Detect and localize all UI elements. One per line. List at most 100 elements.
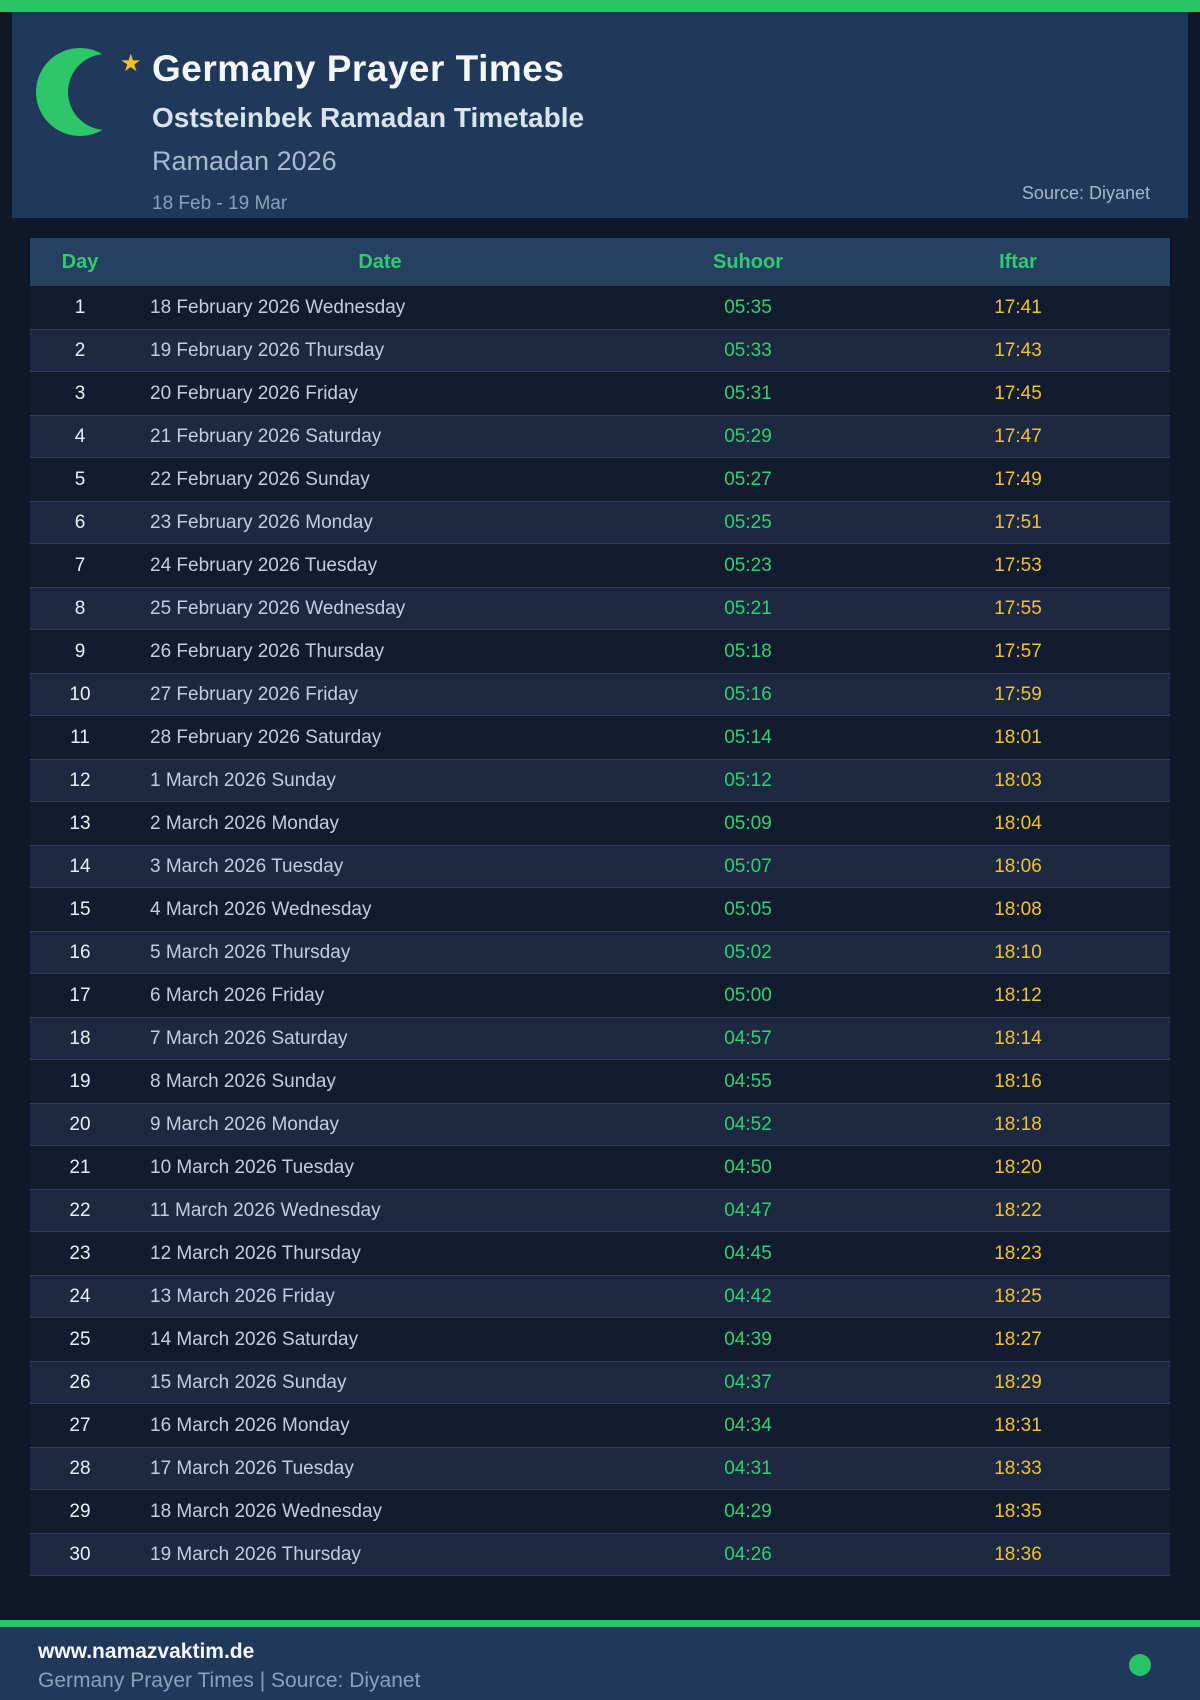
table-row: 8 25 February 2026 Wednesday 05:21 17:55 bbox=[30, 587, 1170, 630]
cell-suhoor: 05:31 bbox=[724, 382, 772, 404]
cell-date: 13 March 2026 Friday bbox=[150, 1285, 335, 1307]
table-row: 6 23 February 2026 Monday 05:25 17:51 bbox=[30, 501, 1170, 544]
table-header-row: Day Date Suhoor Iftar bbox=[30, 238, 1170, 286]
cell-date: 8 March 2026 Sunday bbox=[150, 1070, 336, 1092]
cell-iftar: 18:10 bbox=[994, 941, 1042, 963]
cell-day: 13 bbox=[69, 812, 91, 834]
cell-day: 12 bbox=[69, 769, 91, 791]
cell-suhoor: 05:09 bbox=[724, 812, 772, 834]
cell-iftar: 18:31 bbox=[994, 1414, 1042, 1436]
cell-date: 15 March 2026 Sunday bbox=[150, 1371, 347, 1393]
cell-suhoor: 04:37 bbox=[724, 1371, 772, 1393]
cell-suhoor: 05:27 bbox=[724, 468, 772, 490]
cell-date: 2 March 2026 Monday bbox=[150, 812, 340, 834]
cell-suhoor: 05:35 bbox=[724, 296, 772, 318]
cell-date: 12 March 2026 Thursday bbox=[150, 1242, 361, 1264]
cell-day: 29 bbox=[69, 1500, 91, 1522]
cell-date: 6 March 2026 Friday bbox=[150, 984, 325, 1006]
cell-date: 3 March 2026 Tuesday bbox=[150, 855, 344, 877]
cell-iftar: 18:01 bbox=[994, 726, 1042, 748]
table-row: 1 18 February 2026 Wednesday 05:35 17:41 bbox=[30, 286, 1170, 329]
table-row: 2 19 February 2026 Thursday 05:33 17:43 bbox=[30, 329, 1170, 372]
cell-iftar: 17:47 bbox=[994, 425, 1042, 447]
table-row: 12 1 March 2026 Sunday 05:12 18:03 bbox=[30, 759, 1170, 802]
cell-date: 1 March 2026 Sunday bbox=[150, 769, 336, 791]
cell-iftar: 17:57 bbox=[994, 640, 1042, 662]
cell-date: 23 February 2026 Monday bbox=[150, 511, 373, 533]
cell-date: 26 February 2026 Thursday bbox=[150, 640, 385, 662]
crescent-moon-icon: ★ bbox=[36, 46, 144, 136]
table-row: 21 10 March 2026 Tuesday 04:50 18:20 bbox=[30, 1146, 1170, 1189]
cell-date: 9 March 2026 Monday bbox=[150, 1113, 340, 1135]
cell-suhoor: 04:29 bbox=[724, 1500, 772, 1522]
page-title: Germany Prayer Times bbox=[152, 48, 565, 89]
column-header-suhoor: Suhoor bbox=[713, 250, 783, 273]
cell-suhoor: 05:33 bbox=[724, 339, 772, 361]
cell-suhoor: 05:25 bbox=[724, 511, 772, 533]
cell-date: 27 February 2026 Friday bbox=[150, 683, 359, 705]
cell-day: 10 bbox=[69, 683, 91, 705]
table-row: 4 21 February 2026 Saturday 05:29 17:47 bbox=[30, 415, 1170, 458]
cell-day: 14 bbox=[69, 855, 91, 877]
cell-iftar: 17:59 bbox=[994, 683, 1042, 705]
cell-day: 11 bbox=[70, 726, 90, 748]
table-row: 5 22 February 2026 Sunday 05:27 17:49 bbox=[30, 458, 1170, 501]
cell-iftar: 18:20 bbox=[994, 1156, 1042, 1178]
cell-date: 22 February 2026 Sunday bbox=[150, 468, 370, 490]
cell-day: 28 bbox=[69, 1457, 91, 1479]
cell-day: 23 bbox=[69, 1242, 91, 1264]
table-row: 29 18 March 2026 Wednesday 04:29 18:35 bbox=[30, 1490, 1170, 1533]
cell-iftar: 18:04 bbox=[994, 812, 1042, 834]
cell-suhoor: 05:14 bbox=[724, 726, 772, 748]
cell-day: 8 bbox=[74, 597, 86, 619]
cell-iftar: 18:14 bbox=[994, 1027, 1042, 1049]
cell-iftar: 18:29 bbox=[994, 1371, 1042, 1393]
page-footer: www.namazvaktim.de Germany Prayer Times … bbox=[0, 1627, 1200, 1700]
cell-day: 18 bbox=[69, 1027, 91, 1049]
cell-suhoor: 04:26 bbox=[724, 1543, 772, 1565]
cell-iftar: 17:43 bbox=[994, 339, 1042, 361]
cell-day: 27 bbox=[69, 1414, 91, 1436]
cell-iftar: 18:22 bbox=[994, 1199, 1042, 1221]
star-icon: ★ bbox=[120, 50, 142, 77]
date-range: 18 Feb - 19 Mar bbox=[152, 193, 288, 214]
cell-iftar: 18:25 bbox=[994, 1285, 1042, 1307]
cell-iftar: 18:27 bbox=[994, 1328, 1042, 1350]
website-link[interactable]: www.namazvaktim.de bbox=[38, 1640, 255, 1663]
cell-day: 5 bbox=[74, 468, 86, 490]
cell-iftar: 18:16 bbox=[994, 1070, 1042, 1092]
cell-iftar: 18:23 bbox=[994, 1242, 1042, 1264]
cell-day: 30 bbox=[69, 1543, 91, 1565]
table-row: 3 20 February 2026 Friday 05:31 17:45 bbox=[30, 372, 1170, 415]
cell-date: 10 March 2026 Tuesday bbox=[150, 1156, 354, 1178]
table-row: 10 27 February 2026 Friday 05:16 17:59 bbox=[30, 673, 1170, 716]
cell-suhoor: 04:52 bbox=[724, 1113, 772, 1135]
footer-tagline: Germany Prayer Times | Source: Diyanet bbox=[38, 1669, 421, 1692]
cell-iftar: 18:03 bbox=[994, 769, 1042, 791]
cell-date: 4 March 2026 Wednesday bbox=[150, 898, 372, 920]
cell-iftar: 18:33 bbox=[994, 1457, 1042, 1479]
table-row: 24 13 March 2026 Friday 04:42 18:25 bbox=[30, 1275, 1170, 1318]
cell-day: 19 bbox=[69, 1070, 91, 1092]
table-row: 26 15 March 2026 Sunday 04:37 18:29 bbox=[30, 1361, 1170, 1404]
cell-date: 21 February 2026 Saturday bbox=[150, 425, 382, 447]
cell-date: 17 March 2026 Tuesday bbox=[150, 1457, 354, 1479]
cell-suhoor: 05:23 bbox=[724, 554, 772, 576]
cell-suhoor: 04:50 bbox=[724, 1156, 772, 1178]
cell-date: 28 February 2026 Saturday bbox=[150, 726, 382, 748]
cell-suhoor: 04:57 bbox=[724, 1027, 772, 1049]
table-row: 11 28 February 2026 Saturday 05:14 18:01 bbox=[30, 716, 1170, 759]
page-header: ★ Germany Prayer Times Oststeinbek Ramad… bbox=[12, 12, 1188, 218]
cell-date: 20 February 2026 Friday bbox=[150, 382, 359, 404]
cell-date: 18 March 2026 Wednesday bbox=[150, 1500, 383, 1522]
cell-day: 7 bbox=[74, 554, 86, 576]
table-row: 14 3 March 2026 Tuesday 05:07 18:06 bbox=[30, 845, 1170, 888]
cell-date: 14 March 2026 Saturday bbox=[150, 1328, 359, 1350]
prayer-times-table: Day Date Suhoor Iftar 1 18 February 2026 … bbox=[30, 238, 1170, 1576]
cell-suhoor: 05:16 bbox=[724, 683, 772, 705]
column-header-date: Date bbox=[358, 250, 402, 273]
cell-iftar: 18:36 bbox=[994, 1543, 1042, 1565]
cell-date: 19 February 2026 Thursday bbox=[150, 339, 385, 361]
table-row: 20 9 March 2026 Monday 04:52 18:18 bbox=[30, 1103, 1170, 1146]
table-row: 27 16 March 2026 Monday 04:34 18:31 bbox=[30, 1404, 1170, 1447]
